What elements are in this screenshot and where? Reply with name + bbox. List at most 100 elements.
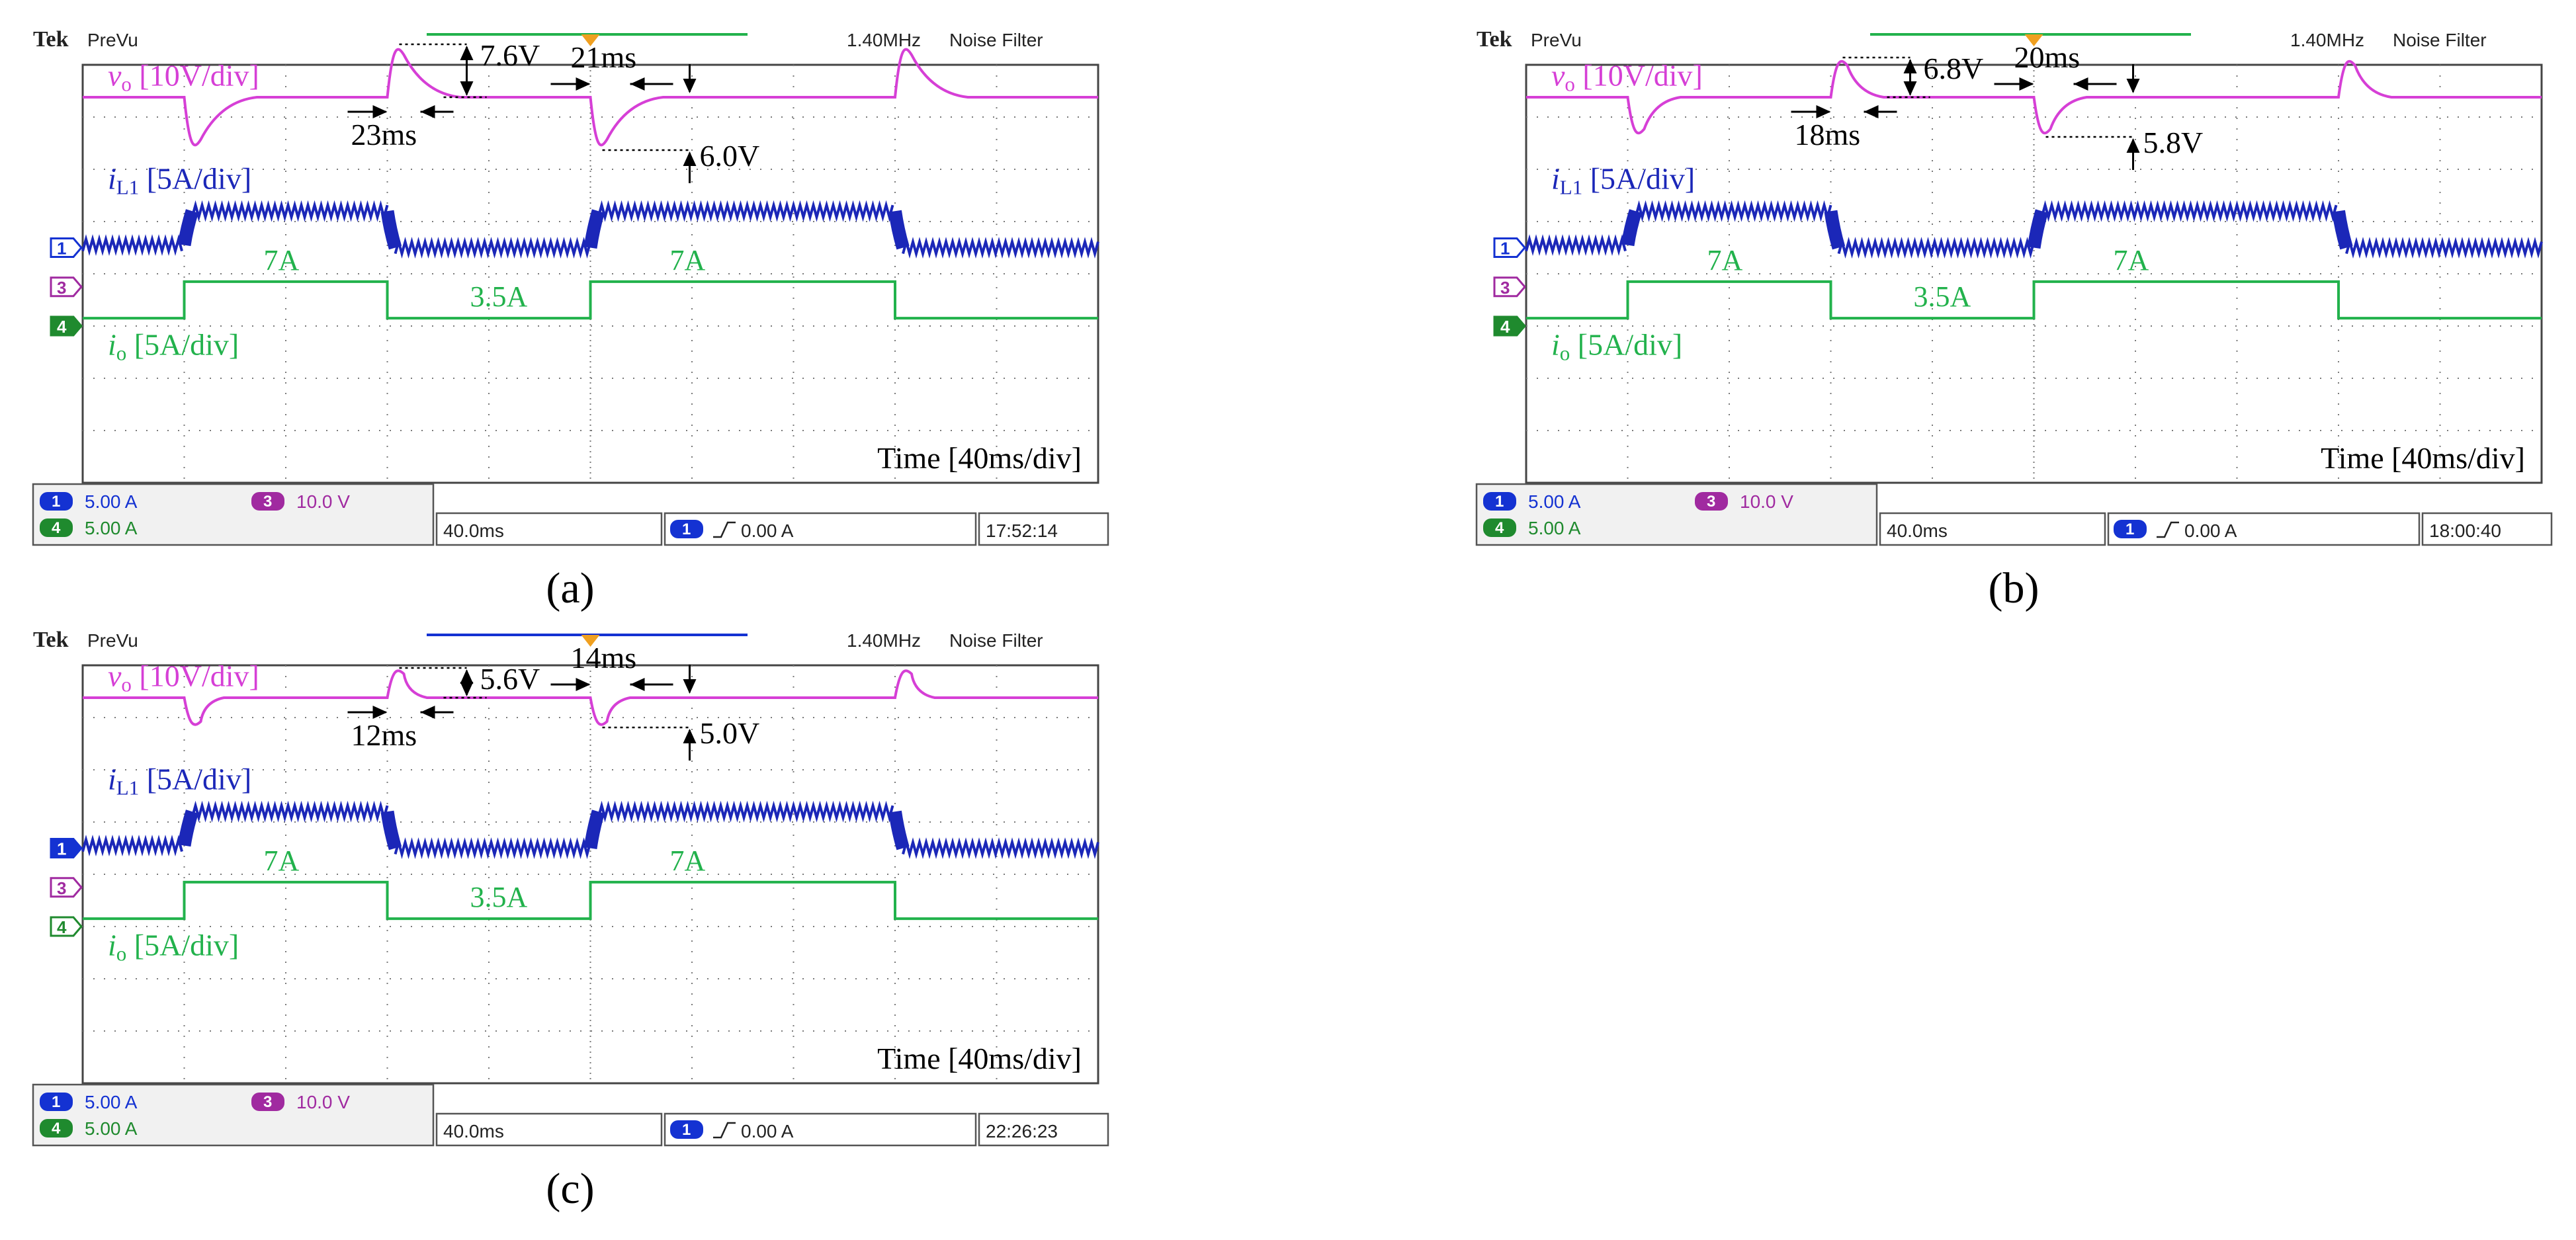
io-trace (83, 280, 1098, 320)
io-high-label: 7A (264, 845, 300, 877)
io-high-label: 7A (2114, 244, 2149, 276)
channel-marker-label: 4 (1500, 317, 1510, 337)
trigger-position-marker (581, 34, 600, 46)
channel-marker-label: 3 (57, 278, 66, 298)
vo-label-symbol: v (108, 58, 122, 92)
channel-marker (50, 916, 83, 937)
vo-label-scale: [10V/div] (132, 58, 259, 92)
overshoot-time-arrow-head (1864, 104, 1879, 118)
trigger-box (664, 512, 977, 546)
il-label-symbol: i (108, 162, 116, 196)
bandwidth-label: 1.40MHz (847, 630, 921, 651)
channel-readout-badge (40, 518, 73, 537)
il-trace-segment (902, 237, 1099, 259)
io-high-label: 7A (670, 845, 706, 877)
vo-label: vo [10V/div] (108, 58, 259, 95)
undershoot-value: 5.0V (700, 716, 760, 750)
channel-marker-label: 3 (1500, 278, 1510, 298)
il-trace-segment (81, 835, 183, 857)
il-trace-edge (888, 210, 910, 250)
trigger-channel-badge (670, 520, 703, 538)
undershoot-arrow-head (683, 151, 697, 166)
channel-readout-value: 5.00 A (1528, 518, 1581, 538)
overshoot-arrow-head (460, 45, 474, 60)
il-trace-edge (2027, 209, 2049, 249)
channel-readout-value: 5.00 A (85, 1118, 138, 1139)
channel-readout-value: 10.0 V (296, 1092, 350, 1112)
overshoot-time-arrow-head (372, 104, 388, 118)
channel-readout-id: 1 (1495, 493, 1504, 511)
undershoot-time-arrow-head (576, 677, 591, 691)
vo-label: vo [10V/div] (108, 659, 259, 696)
clock-box (978, 1112, 1109, 1147)
channel-marker (50, 877, 83, 898)
io-label-subscript: o (116, 942, 127, 965)
trigger-edge-icon (713, 1122, 736, 1139)
channel-marker-label: 4 (57, 317, 67, 337)
channel-readout-badge (251, 1093, 284, 1111)
undershoot-time-arrow-head (2073, 77, 2088, 91)
il-label-scale: [5A/div] (1582, 162, 1695, 196)
channel-marker-label: 1 (1500, 239, 1510, 259)
vo-label-subscript: o (121, 72, 132, 95)
il-label-scale: [5A/div] (139, 763, 251, 796)
il-trace-segment (81, 234, 183, 257)
il-label: iL1 [5A/div] (108, 162, 251, 199)
undershoot-time-arrow-head (683, 679, 697, 694)
overshoot-value: 5.6V (480, 662, 540, 696)
channel-readout-box (1475, 483, 1878, 546)
undershoot-time-arrow-head (576, 77, 591, 91)
channel-readout-badge (40, 492, 73, 511)
trigger-channel-badge (670, 1120, 703, 1139)
overshoot-arrow-head (460, 81, 474, 96)
overshoot-arrow-head (1903, 58, 1917, 73)
clock-value: 22:26:23 (986, 1121, 1058, 1141)
timebase-box (1879, 512, 2106, 546)
vo-trace (83, 669, 1098, 726)
vo-label-subscript: o (1565, 72, 1575, 95)
vo-label-symbol: v (108, 659, 122, 692)
channel-readout-id: 4 (52, 519, 61, 537)
io-label-subscript: o (1560, 341, 1570, 364)
brand-label: Tek (33, 628, 69, 652)
il-label: iL1 [5A/div] (1551, 162, 1695, 199)
il-trace-segment (1634, 200, 1832, 222)
channel-readout-badge (40, 1119, 73, 1137)
il-trace-segment (191, 200, 389, 222)
clock-box (978, 512, 1109, 546)
clock-value: 18:00:40 (2429, 520, 2501, 541)
channel-marker-label: 4 (57, 917, 67, 937)
undershoot-time-value: 14ms (571, 641, 637, 675)
channel-readout-id: 4 (1495, 519, 1504, 537)
io-label: io [5A/div] (1551, 327, 1682, 364)
channel-readout-id: 4 (52, 1120, 61, 1137)
trigger-channel-id: 1 (2125, 520, 2134, 538)
timebase-value: 40.0ms (443, 1121, 504, 1141)
filter-label: Noise Filter (949, 30, 1043, 50)
trigger-edge-icon (713, 521, 736, 538)
channel-marker (50, 237, 83, 258)
overshoot-value: 6.8V (1924, 52, 1984, 85)
trigger-value: 0.00 A (741, 1121, 794, 1141)
trigger-channel-id: 1 (682, 520, 691, 538)
vo-trace (83, 48, 1098, 147)
channel-readout-value: 10.0 V (1740, 491, 1793, 512)
overshoot-arrow-head (1903, 81, 1917, 96)
time-scale-label: Time [40ms/div] (877, 1042, 1082, 1075)
timebase-box (435, 512, 663, 546)
channel-readout-badge (1483, 518, 1516, 537)
il-label-subscript: L1 (116, 776, 139, 800)
undershoot-time-arrow-head (630, 77, 645, 91)
trigger-channel-badge (2114, 520, 2147, 538)
il-label-subscript: L1 (116, 176, 139, 199)
trigger-box (664, 1112, 977, 1147)
il-trace-edge (380, 210, 402, 250)
vo-label-symbol: v (1551, 58, 1565, 92)
trigger-value: 0.00 A (2184, 520, 2237, 541)
il-trace-segment (394, 837, 592, 860)
io-label-symbol: i (108, 928, 116, 962)
vo-trace (1526, 60, 2542, 135)
time-scale-label: Time [40ms/div] (877, 441, 1082, 475)
il-label-symbol: i (108, 763, 116, 796)
channel-readout-id: 3 (1707, 493, 1715, 511)
